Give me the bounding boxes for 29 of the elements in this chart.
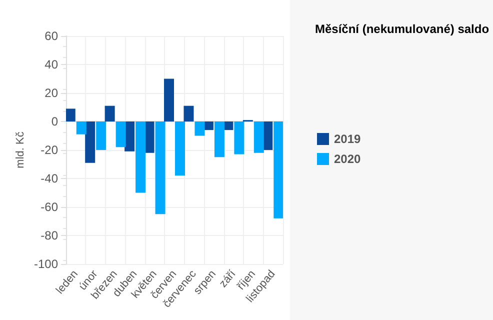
bar (194, 122, 205, 136)
y-tick-label: 60 (44, 29, 58, 43)
y-tick-label: -20 (40, 143, 58, 157)
bar (214, 122, 224, 158)
y-tick-label: -60 (40, 200, 58, 214)
bar (175, 122, 185, 176)
bar (66, 108, 76, 122)
bar (254, 122, 264, 153)
y-tick-label: 0 (51, 114, 58, 128)
y-tick-label: -100 (34, 257, 58, 271)
bar (184, 106, 194, 122)
bar (96, 122, 106, 150)
legend-label: 2020 (334, 152, 362, 166)
bar (85, 122, 96, 163)
bar (164, 78, 174, 122)
y-tick-label: -40 (40, 172, 58, 186)
y-tick-label: 40 (44, 58, 58, 72)
bar (234, 122, 244, 154)
bar (116, 122, 126, 148)
bar (136, 122, 146, 193)
text: Měsíční (nekumulované) saldo (315, 22, 490, 36)
legend-label: 2019 (334, 132, 362, 146)
y-tick-label: -80 (40, 228, 58, 242)
bar (76, 122, 86, 134)
bar (155, 122, 166, 214)
bar (104, 106, 115, 122)
bar (274, 122, 283, 218)
y-axis-title: mld. Kč (14, 131, 26, 168)
y-tick-label: 20 (44, 86, 58, 100)
